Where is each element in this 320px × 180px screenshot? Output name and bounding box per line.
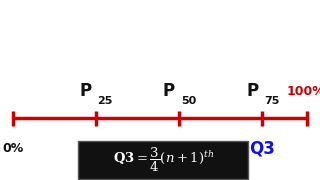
Text: Q3: Q3: [250, 140, 275, 158]
Text: 25: 25: [98, 96, 113, 106]
Text: 100%: 100%: [286, 85, 320, 98]
Text: 75: 75: [264, 96, 279, 106]
Text: Q1: Q1: [83, 140, 109, 158]
Text: $\mathbf{P}$: $\mathbf{P}$: [246, 82, 259, 100]
Text: 50: 50: [181, 96, 196, 106]
Text: $\mathbf{P}$: $\mathbf{P}$: [163, 82, 176, 100]
Text: Q2: Q2: [166, 140, 192, 158]
Text: 0%: 0%: [2, 142, 23, 155]
Text: $\mathbf{Q3} = \dfrac{3}{4}(n+1)^{th}$: $\mathbf{Q3} = \dfrac{3}{4}(n+1)^{th}$: [113, 146, 214, 174]
Text: Quartiles, Percentiles, Deciles: Quartiles, Percentiles, Deciles: [0, 12, 320, 31]
Text: $\mathbf{P}$: $\mathbf{P}$: [79, 82, 93, 100]
FancyBboxPatch shape: [78, 141, 248, 179]
